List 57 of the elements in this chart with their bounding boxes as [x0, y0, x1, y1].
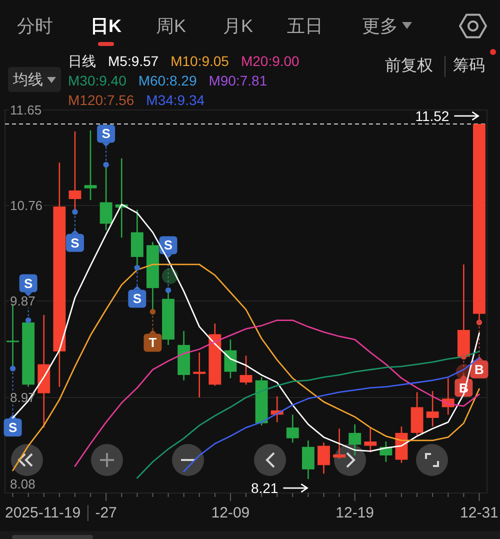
legend-label: M60:8.29 [138, 72, 197, 88]
data-label: S [132, 291, 142, 306]
annotation: 8.21 [250, 480, 278, 496]
y-tick-label: 11.65 [10, 102, 42, 118]
x-tick-label: 12-31 [460, 504, 498, 522]
text: 月K [222, 16, 254, 36]
text: M20:9.00 [240, 53, 300, 69]
text: 更多 [362, 16, 398, 36]
legend-title: 日线 [68, 53, 96, 69]
data-label: T [148, 335, 157, 350]
point [10, 366, 16, 372]
x-tick-label: -27 [95, 504, 117, 522]
point [134, 264, 140, 271]
candlestick [318, 442, 330, 474]
text: 分时 [17, 16, 53, 36]
candlestick [193, 352, 206, 398]
point [460, 354, 467, 360]
x-tick-label: 12-19 [336, 504, 374, 522]
legend-label: M120:7.56 [68, 92, 134, 108]
text: 筹码 [453, 56, 485, 74]
text: 五日 [287, 16, 323, 36]
y-tick-label: 10.76 [10, 198, 43, 213]
text: 均线 [12, 72, 43, 88]
text: 日K [90, 16, 122, 36]
point [103, 162, 109, 168]
point [165, 287, 172, 294]
text: 2025-11-19 [5, 504, 81, 522]
text: M34:9.34 [146, 92, 205, 108]
candlestick [302, 440, 314, 480]
data-label: S [8, 420, 18, 436]
data-label: S [70, 235, 80, 250]
point [25, 317, 32, 324]
text: M10:9.05 [170, 53, 230, 69]
legend-label: M90:7.81 [208, 72, 268, 88]
data-label: B [474, 362, 484, 377]
point [72, 209, 78, 215]
point [150, 308, 156, 315]
candlestick [224, 338, 237, 379]
text: M5:9.57 [108, 53, 159, 69]
candlestick [333, 428, 346, 460]
candlestick [426, 390, 439, 428]
candlestick [84, 130, 97, 201]
y-tick-label: 8.08 [10, 476, 36, 492]
data-label: S [102, 126, 111, 142]
candlestick [286, 414, 299, 444]
data-label: S [164, 238, 173, 253]
y-tick-label: 9.87 [10, 293, 36, 308]
point [476, 320, 482, 326]
candlestick [240, 355, 252, 386]
text: 前复权 [385, 56, 433, 74]
text: M30:9.40 [68, 72, 127, 88]
text: 周K [156, 16, 186, 36]
annotation: 11.52 [415, 108, 450, 124]
data-label: S [24, 276, 33, 291]
candlestick [348, 424, 362, 456]
x-tick-label: 12-09 [211, 504, 250, 522]
candlestick [364, 426, 377, 453]
